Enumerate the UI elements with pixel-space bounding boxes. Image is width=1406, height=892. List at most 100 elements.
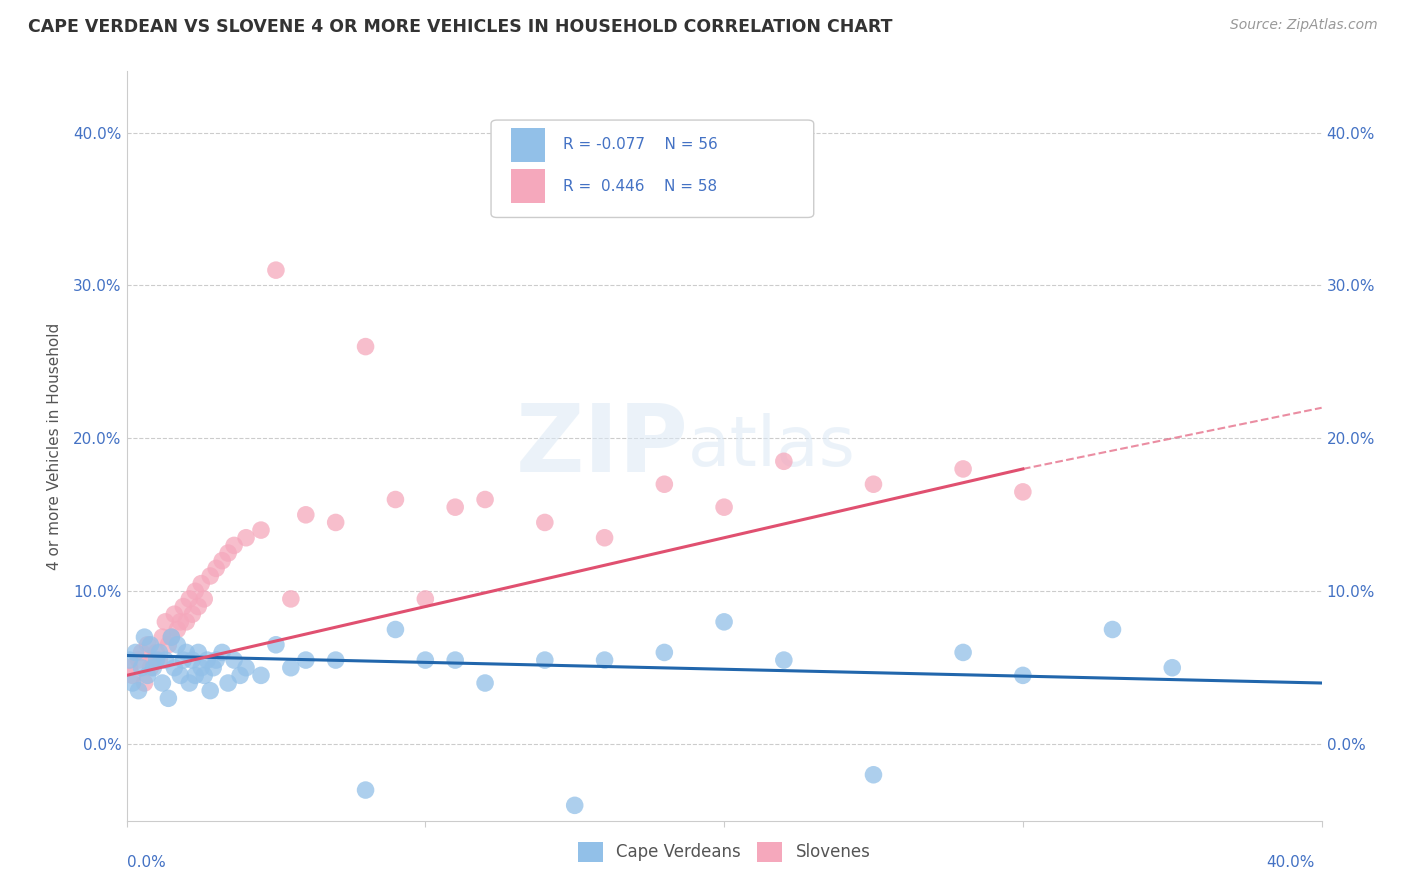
Point: [205, 561, 228, 575]
Point: [593, 653, 616, 667]
Point: [294, 653, 316, 667]
Point: [222, 538, 246, 552]
Point: [160, 630, 183, 644]
Y-axis label: 4 or more Vehicles in Household: 4 or more Vehicles in Household: [46, 322, 62, 570]
Point: [131, 661, 153, 675]
Point: [148, 645, 170, 659]
Point: [474, 676, 496, 690]
Point: [384, 623, 406, 637]
Point: [444, 653, 467, 667]
Point: [652, 477, 675, 491]
Point: [1011, 668, 1033, 682]
Point: [294, 508, 316, 522]
Point: [773, 454, 796, 468]
Point: [127, 653, 149, 667]
Point: [190, 661, 212, 675]
Point: [145, 645, 167, 659]
Text: atlas: atlas: [688, 412, 856, 480]
Point: [264, 263, 287, 277]
Point: [250, 668, 273, 682]
Point: [187, 645, 209, 659]
Point: [184, 668, 207, 682]
Point: [179, 591, 201, 606]
Text: Source: ZipAtlas.com: Source: ZipAtlas.com: [1230, 18, 1378, 32]
Point: [193, 668, 215, 682]
Point: [184, 584, 207, 599]
Point: [169, 615, 191, 629]
Point: [1011, 484, 1033, 499]
Point: [172, 653, 194, 667]
Point: [211, 645, 233, 659]
Point: [413, 591, 436, 606]
Point: [325, 516, 347, 530]
Point: [121, 676, 143, 690]
Point: [952, 462, 974, 476]
Point: [533, 516, 555, 530]
Point: [124, 645, 146, 659]
Text: CAPE VERDEAN VS SLOVENE 4 OR MORE VEHICLES IN HOUSEHOLD CORRELATION CHART: CAPE VERDEAN VS SLOVENE 4 OR MORE VEHICL…: [28, 18, 893, 36]
Point: [181, 653, 204, 667]
Point: [190, 576, 212, 591]
Text: ZIP: ZIP: [516, 400, 688, 492]
Point: [118, 653, 141, 667]
Point: [713, 500, 735, 515]
Point: [250, 523, 273, 537]
Point: [264, 638, 287, 652]
Point: [121, 668, 143, 682]
Point: [150, 630, 174, 644]
Point: [136, 668, 159, 682]
Point: [200, 569, 222, 583]
Point: [160, 630, 183, 644]
Point: [155, 653, 177, 667]
Point: [862, 768, 884, 782]
Point: [145, 653, 167, 667]
Point: [174, 615, 197, 629]
Legend: Cape Verdeans, Slovenes: Cape Verdeans, Slovenes: [571, 835, 877, 869]
Point: [593, 531, 616, 545]
Point: [134, 676, 156, 690]
Text: 0.0%: 0.0%: [127, 855, 166, 870]
Point: [174, 645, 197, 659]
Point: [1101, 623, 1123, 637]
FancyBboxPatch shape: [512, 128, 546, 161]
Point: [163, 607, 186, 622]
Point: [127, 683, 149, 698]
Point: [200, 683, 222, 698]
Text: R = -0.077    N = 56: R = -0.077 N = 56: [562, 137, 717, 153]
Point: [354, 783, 377, 797]
Text: 40.0%: 40.0%: [1267, 855, 1315, 870]
Point: [134, 630, 156, 644]
Point: [193, 591, 215, 606]
Point: [325, 653, 347, 667]
Point: [713, 615, 735, 629]
Point: [179, 676, 201, 690]
Point: [202, 661, 225, 675]
Point: [444, 500, 467, 515]
FancyBboxPatch shape: [491, 120, 814, 218]
Point: [118, 661, 141, 675]
Point: [235, 661, 257, 675]
Point: [652, 645, 675, 659]
Point: [229, 668, 252, 682]
Point: [280, 591, 302, 606]
Point: [166, 638, 188, 652]
Point: [157, 691, 180, 706]
Point: [139, 661, 162, 675]
Point: [142, 661, 165, 675]
FancyBboxPatch shape: [512, 169, 546, 203]
Point: [157, 638, 180, 652]
Point: [136, 638, 159, 652]
Point: [773, 653, 796, 667]
Point: [139, 638, 162, 652]
Point: [217, 546, 239, 560]
Point: [413, 653, 436, 667]
Point: [1161, 661, 1184, 675]
Point: [354, 340, 377, 354]
Point: [187, 599, 209, 614]
Point: [474, 492, 496, 507]
Point: [222, 653, 246, 667]
Point: [172, 599, 194, 614]
Point: [280, 661, 302, 675]
Point: [862, 477, 884, 491]
Point: [217, 676, 239, 690]
